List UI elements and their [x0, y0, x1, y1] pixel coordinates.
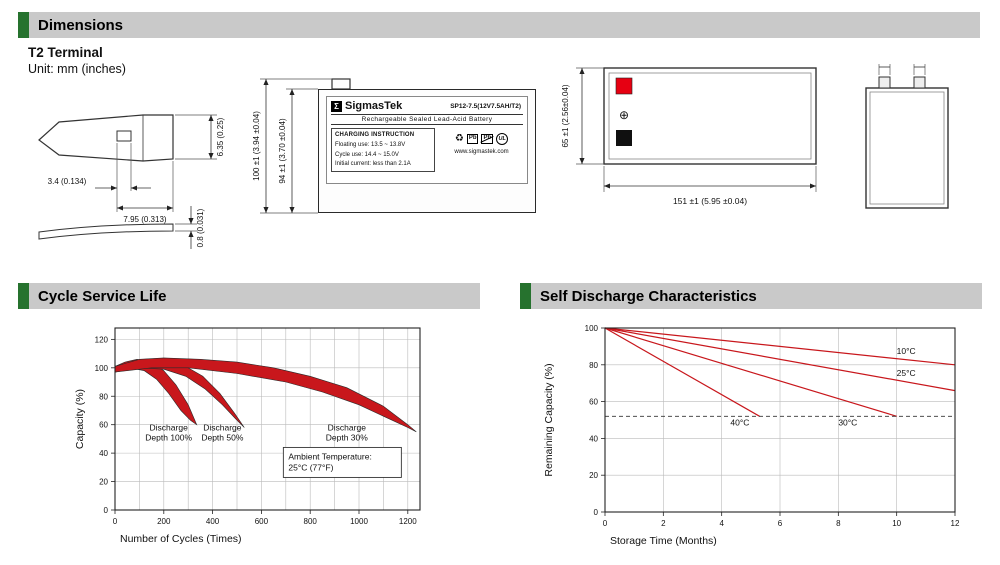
brand-name: SigmasTek: [345, 100, 403, 112]
side-view-drawing: [865, 64, 949, 209]
section-title-self-discharge: Self Discharge Characteristics: [540, 287, 757, 305]
svg-text:100: 100: [585, 324, 599, 333]
svg-text:60: 60: [99, 421, 108, 430]
svg-text:Remaining Capacity (%): Remaining Capacity (%): [543, 363, 555, 476]
svg-text:Storage Time (Months): Storage Time (Months): [610, 535, 717, 547]
website-text: www.sigmastek.com: [454, 149, 509, 155]
dim-height-overall: 100 ±1 (3.94 ±0.04): [252, 111, 261, 181]
svg-text:2: 2: [661, 519, 666, 528]
dim-height-case: 94 ±1 (3.70 ±0.04): [278, 118, 287, 184]
pb-icon: Pb: [466, 134, 479, 144]
self-discharge-chart: 0 2 4 6 8 10 12 0 20 40 60 80 100 10°C 25°C 30°C 40°C Sto…: [543, 324, 960, 547]
positive-mark: ⊕: [619, 108, 629, 122]
dim-tab-thickness: 0.8 (0.031): [196, 208, 205, 247]
svg-text:Depth 100%: Depth 100%: [145, 432, 192, 442]
terminal-detail-drawing: 6.35 (0.25) 3.4 (0.134) 7.95 (0.313) 0.8…: [38, 114, 225, 249]
section-accent-icon: [18, 12, 29, 38]
svg-text:10°C: 10°C: [897, 346, 916, 356]
svg-text:60: 60: [589, 398, 598, 407]
unit-note: Unit: mm (inches): [28, 62, 126, 76]
svg-text:10: 10: [892, 519, 901, 528]
svg-text:6: 6: [778, 519, 783, 528]
section-header-self-discharge: Self Discharge Characteristics: [520, 283, 982, 309]
svg-text:400: 400: [206, 517, 220, 526]
positive-terminal: [615, 77, 633, 95]
svg-text:Ambient Temperature:: Ambient Temperature:: [288, 451, 371, 461]
terminal-tab-shape: [38, 114, 174, 162]
svg-text:25°C (77°F): 25°C (77°F): [288, 462, 333, 472]
dim-top-width: 65 ±1 (2.56±0.04): [561, 84, 570, 147]
section-accent-icon: [18, 283, 29, 309]
section-header-dimensions: Dimensions: [18, 12, 980, 38]
svg-text:Discharge: Discharge: [203, 422, 242, 432]
side-view-outline: [865, 87, 949, 209]
svg-text:Number of Cycles (Times): Number of Cycles (Times): [120, 533, 242, 545]
svg-text:1200: 1200: [399, 517, 417, 526]
dim-hole-width: 3.4 (0.134): [48, 177, 87, 186]
side-terminal-2: [913, 76, 926, 89]
terminal-hole: [116, 130, 132, 142]
svg-text:200: 200: [157, 517, 171, 526]
svg-text:80: 80: [589, 361, 598, 370]
svg-text:0: 0: [104, 506, 109, 515]
svg-text:Capacity (%): Capacity (%): [74, 389, 86, 449]
charging-title: CHARGING INSTRUCTION: [335, 132, 415, 138]
ul-mark-icon: UL: [496, 133, 509, 145]
section-title-dimensions: Dimensions: [38, 16, 124, 34]
charging-line-3: Initial current: less than 2.1A: [335, 160, 411, 167]
svg-text:Depth 30%: Depth 30%: [326, 432, 368, 442]
svg-text:800: 800: [304, 517, 318, 526]
charging-instruction-box: CHARGING INSTRUCTION Floating use: 13.5 …: [331, 128, 435, 173]
top-view-outline: [603, 67, 817, 165]
svg-text:0: 0: [603, 519, 608, 528]
svg-text:20: 20: [589, 471, 598, 480]
svg-text:1000: 1000: [350, 517, 368, 526]
svg-text:40°C: 40°C: [730, 418, 749, 428]
svg-text:0: 0: [113, 517, 118, 526]
svg-text:20: 20: [99, 478, 108, 487]
svg-text:Discharge: Discharge: [328, 422, 367, 432]
top-view-drawing: ⊕ 65 ±1 (2.56±0.04) 151 ±1 (5.95 ±0.04): [561, 67, 817, 206]
side-terminal-1: [878, 76, 891, 89]
negative-terminal: [616, 130, 632, 146]
charging-line-1: Floating use: 13.5 ~ 13.8V: [335, 142, 406, 149]
dim-tab-length: 7.95 (0.313): [123, 215, 166, 224]
svg-text:120: 120: [95, 335, 109, 344]
svg-text:4: 4: [719, 519, 724, 528]
svg-text:100: 100: [95, 364, 109, 373]
sigmastek-logo-icon: Σ: [331, 100, 342, 112]
section-title-cycle-life: Cycle Service Life: [38, 287, 167, 305]
cycle-service-life-chart: 0 200 400 600 800 1000 1200 0 20 40 60 80 100 120 Disc…: [74, 327, 421, 545]
svg-text:Discharge: Discharge: [150, 422, 189, 432]
recycle-icon: ♻: [454, 133, 464, 144]
svg-text:8: 8: [836, 519, 841, 528]
front-view-drawing: 100 ±1 (3.94 ±0.04) 94 ±1 (3.70 ±0.04) Σ…: [248, 55, 548, 250]
battery-label: Σ SigmasTek SP12-7.5(12V7.5AH/T2) Rechar…: [326, 96, 528, 184]
svg-text:40: 40: [589, 434, 598, 443]
dim-tab-height: 6.35 (0.25): [216, 117, 225, 156]
svg-text:0: 0: [594, 508, 599, 517]
battery-case: Σ SigmasTek SP12-7.5(12V7.5AH/T2) Rechar…: [318, 89, 536, 213]
pb-crossed-icon: Pb: [481, 134, 494, 144]
terminal-side-profile: [38, 223, 174, 240]
front-view-dimension-lines: 100 ±1 (3.94 ±0.04) 94 ±1 (3.70 ±0.04): [252, 78, 351, 214]
svg-text:80: 80: [99, 392, 108, 401]
svg-text:12: 12: [951, 519, 960, 528]
svg-text:600: 600: [255, 517, 269, 526]
charging-line-2: Cycle use: 14.4 ~ 15.0V: [335, 151, 399, 158]
svg-text:40: 40: [99, 449, 108, 458]
svg-text:30°C: 30°C: [838, 418, 857, 428]
section-accent-icon: [520, 283, 531, 309]
section-header-cycle-life: Cycle Service Life: [18, 283, 480, 309]
terminal-type-heading: T2 Terminal: [28, 45, 103, 60]
model-number: SP12-7.5(12V7.5AH/T2): [450, 102, 521, 110]
front-terminal-tab: [331, 78, 351, 90]
dim-top-length: 151 ±1 (5.95 ±0.04): [673, 196, 747, 206]
svg-text:25°C: 25°C: [897, 368, 916, 378]
svg-text:Depth 50%: Depth 50%: [201, 432, 243, 442]
battery-type-line: Rechargeable Sealed Lead-Acid Battery: [331, 114, 523, 125]
